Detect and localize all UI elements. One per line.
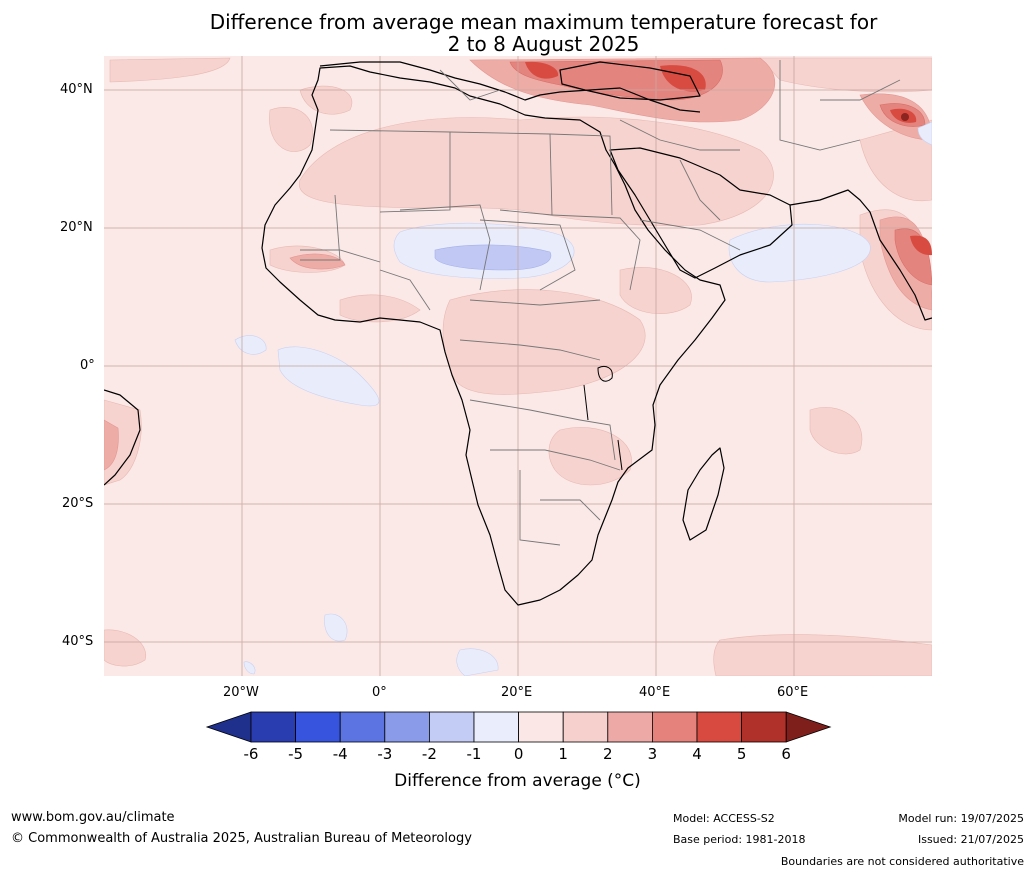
map-title-line2: 2 to 8 August 2025 — [447, 32, 640, 56]
lake-malawi — [617, 439, 623, 471]
colorbar-title: Difference from average (°C) — [394, 771, 641, 791]
south-asia-coastline — [789, 189, 932, 321]
anomaly-warm-5-6 — [901, 113, 909, 121]
colorbar-tick-label: -5 — [288, 745, 304, 763]
colorbar-tick-label: 2 — [603, 745, 613, 763]
colorbar-segment — [518, 711, 564, 743]
colorbar-segment — [428, 711, 475, 743]
lakes — [583, 365, 623, 471]
colorbar-tick-label: -2 — [421, 745, 437, 763]
colorbar-tick-label: -6 — [243, 745, 259, 763]
footer-disclaimer: Boundaries are not considered authoritat… — [780, 855, 1024, 868]
lon-label-40e: 40°E — [639, 685, 671, 700]
lat-label-40n: 40°N — [60, 82, 93, 97]
map-gridlines — [104, 56, 932, 676]
colorbar-tick-label: 5 — [736, 745, 747, 763]
colorbar-tick-label: 3 — [647, 745, 658, 763]
colorbar-segment — [384, 711, 430, 743]
arabia-coastline — [609, 147, 793, 279]
lat-label-20s: 20°S — [62, 496, 94, 511]
colorbar-tick-label: 6 — [781, 745, 791, 763]
footer-issued: Issued: 21/07/2025 — [917, 833, 1024, 846]
footer-website: www.bom.gov.au/climate — [11, 810, 175, 825]
colorbar-tick-label: -4 — [332, 745, 348, 763]
lake-tanganyika — [583, 384, 589, 421]
anomaly-cool-neg2-neg1 — [434, 244, 552, 271]
footer-base-period: Base period: 1981-2018 — [673, 833, 806, 846]
colorbar-tick-label: -3 — [377, 745, 393, 763]
colorbar-segment — [250, 711, 296, 743]
colorbar-segment — [607, 711, 653, 743]
lat-label-40s: 40°S — [62, 634, 94, 649]
map-title-line1: Difference from average mean maximum tem… — [209, 10, 878, 34]
madagascar-coastline — [682, 447, 725, 541]
lon-label-20e: 20°E — [501, 685, 533, 700]
colorbar-tick-label: 1 — [558, 745, 568, 763]
colorbar-tick-label: 4 — [692, 745, 702, 763]
footer-model-run: Model run: 19/07/2025 — [898, 812, 1024, 825]
colorbar-tick-label: -1 — [466, 745, 482, 763]
footer-copyright: © Commonwealth of Australia 2025, Austra… — [11, 831, 472, 846]
colorbar-segment — [295, 711, 341, 743]
map-plot-area — [104, 56, 932, 676]
colorbar-arrow-high — [785, 711, 832, 743]
colorbar-segment — [696, 711, 742, 743]
colorbar-segment — [741, 711, 787, 743]
footer-model: Model: ACCESS-S2 — [673, 812, 775, 825]
africa-coastline — [261, 65, 726, 606]
colorbar-segment — [473, 711, 519, 743]
lon-label-20w: 20°W — [223, 685, 259, 700]
europe-coastline — [319, 61, 701, 113]
south-america-coastline — [104, 389, 141, 486]
colorbar-segment — [562, 711, 609, 743]
lon-label-0: 0° — [372, 685, 387, 700]
colorbar — [205, 711, 832, 743]
lat-label-0: 0° — [80, 358, 95, 373]
colorbar-arrow-low — [205, 711, 252, 743]
black-sea-coastline — [559, 61, 701, 101]
lon-label-60e: 60°E — [777, 685, 809, 700]
lake-victoria — [597, 365, 613, 382]
coastlines — [104, 61, 932, 606]
lat-label-20n: 20°N — [60, 220, 93, 235]
colorbar-tick-label: 0 — [513, 745, 524, 763]
colorbar-segment — [652, 711, 698, 743]
colorbar-segment — [339, 711, 386, 743]
country-boundaries — [300, 60, 901, 546]
